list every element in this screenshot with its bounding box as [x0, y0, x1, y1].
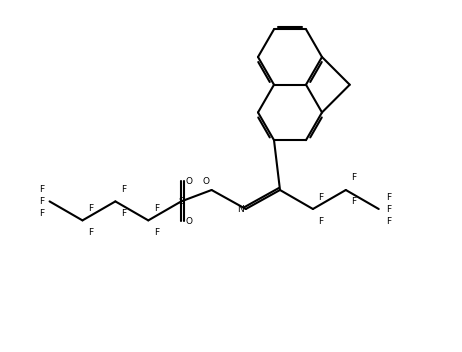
- Text: F: F: [318, 216, 323, 226]
- Text: F: F: [386, 205, 391, 214]
- Text: S: S: [178, 197, 184, 206]
- Text: F: F: [386, 193, 391, 201]
- Text: N: N: [237, 205, 244, 214]
- Text: O: O: [186, 217, 193, 226]
- Text: F: F: [154, 204, 159, 213]
- Text: F: F: [39, 185, 44, 194]
- Text: F: F: [318, 193, 323, 201]
- Text: F: F: [121, 185, 126, 194]
- Text: F: F: [386, 216, 391, 226]
- Text: F: F: [88, 204, 93, 213]
- Text: F: F: [154, 228, 159, 237]
- Text: F: F: [88, 228, 93, 237]
- Text: O: O: [186, 177, 193, 186]
- Text: F: F: [351, 197, 356, 207]
- Text: F: F: [39, 209, 44, 218]
- Text: O: O: [202, 177, 209, 187]
- Text: F: F: [121, 209, 126, 218]
- Text: F: F: [351, 174, 356, 182]
- Text: F: F: [39, 197, 44, 206]
